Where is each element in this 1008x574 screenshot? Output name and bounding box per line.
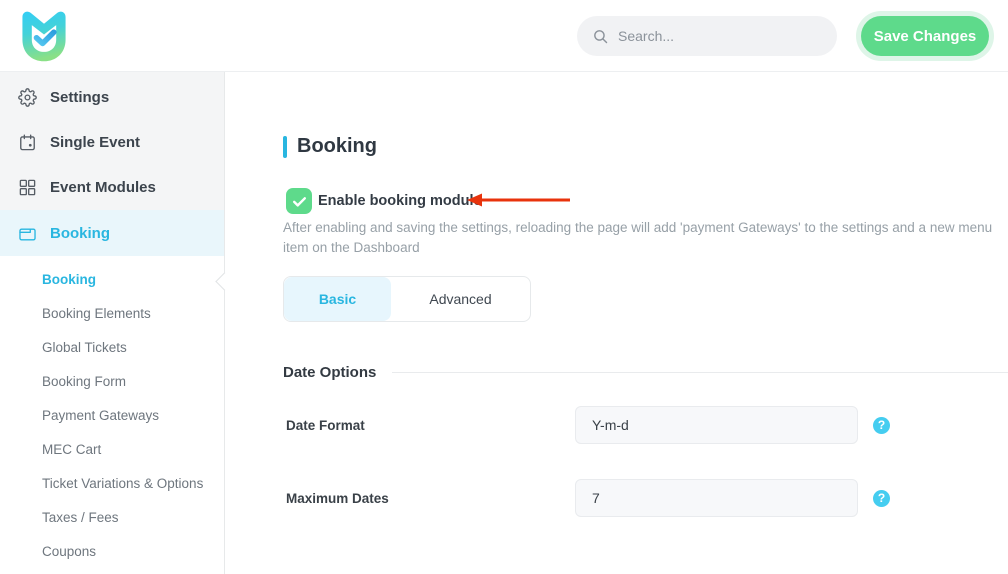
submenu-item-booking[interactable]: Booking	[42, 272, 96, 287]
settings-tabs: Basic Advanced	[283, 276, 531, 322]
submenu-item-coupons[interactable]: Coupons	[42, 544, 97, 559]
help-icon[interactable]: ?	[873, 490, 890, 507]
annotation-arrow-icon	[467, 193, 571, 212]
page-title-row: Booking	[283, 135, 377, 158]
submenu-item-ticket-variations[interactable]: Ticket Variations & Options	[42, 476, 204, 491]
maximum-dates-label: Maximum Dates	[286, 491, 389, 506]
sidebar-item-label: Event Modules	[50, 179, 156, 196]
section-divider	[392, 371, 1008, 373]
enable-booking-description: After enabling and saving the settings, …	[283, 220, 993, 255]
sidebar-item-label: Settings	[50, 89, 110, 106]
top-header: Save Changes	[0, 0, 1008, 72]
submenu-item-booking-elements[interactable]: Booking Elements	[42, 306, 151, 321]
sidebar-item-single-event[interactable]: Single Event	[0, 120, 224, 165]
main-content: Booking Enable booking module After enab…	[225, 72, 1008, 574]
booking-submenu: Booking Booking Elements Global Tickets …	[0, 256, 224, 569]
search-box	[577, 16, 837, 56]
submenu-item-payment-gateways[interactable]: Payment Gateways	[42, 408, 160, 423]
tab-advanced[interactable]: Advanced	[429, 291, 492, 307]
help-icon[interactable]: ?	[873, 417, 890, 434]
grid-icon	[18, 178, 37, 197]
submenu-item-booking-form[interactable]: Booking Form	[42, 374, 127, 389]
maximum-dates-input[interactable]	[575, 479, 858, 517]
sidebar-main-menu: Settings Single Event Event Modules	[0, 72, 224, 210]
sidebar-item-settings[interactable]: Settings	[0, 75, 224, 120]
mec-logo-icon	[22, 11, 66, 62]
title-accent-bar	[283, 135, 287, 158]
calendar-icon	[18, 133, 37, 152]
enable-booking-checkbox[interactable]	[286, 188, 312, 214]
wallet-icon	[18, 224, 37, 243]
sidebar-item-event-modules[interactable]: Event Modules	[0, 165, 224, 210]
submenu-item-global-tickets[interactable]: Global Tickets	[42, 340, 127, 355]
page-title: Booking	[297, 135, 377, 157]
check-icon	[292, 196, 306, 207]
mec-logo[interactable]	[14, 5, 74, 65]
submenu-item-mec-cart[interactable]: MEC Cart	[42, 442, 102, 457]
search-input[interactable]	[618, 28, 822, 44]
search-icon	[594, 29, 608, 43]
section-title: Date Options	[283, 363, 377, 381]
submenu-item-taxes-fees[interactable]: Taxes / Fees	[42, 510, 119, 525]
sidebar: Settings Single Event Event Modules Book…	[0, 72, 234, 574]
date-format-input[interactable]	[575, 406, 858, 444]
sidebar-item-label: Booking	[50, 224, 110, 242]
date-format-label: Date Format	[286, 418, 365, 433]
tab-basic[interactable]: Basic	[284, 277, 391, 321]
enable-booking-label: Enable booking module	[318, 193, 482, 209]
sidebar-item-label: Single Event	[50, 134, 141, 151]
sidebar-item-booking[interactable]: Booking	[0, 210, 224, 256]
gear-icon	[18, 88, 37, 107]
date-options-section-header: Date Options	[283, 360, 1008, 384]
save-changes-button[interactable]: Save Changes	[861, 16, 989, 56]
